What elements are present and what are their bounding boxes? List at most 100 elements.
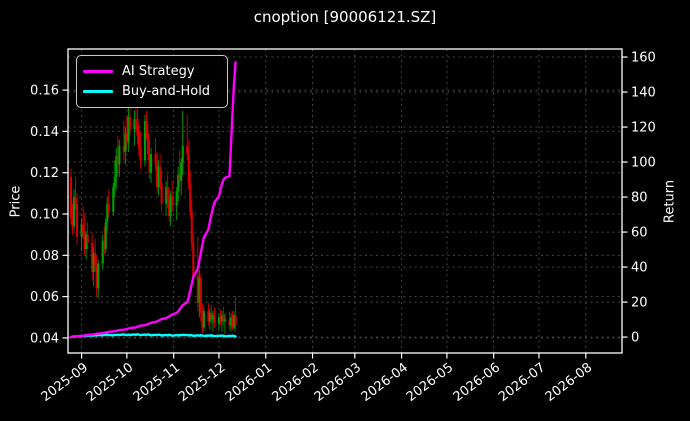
candle-body: [190, 211, 193, 243]
candle-body: [71, 218, 74, 227]
x-tick-label: 2026-08: [543, 360, 595, 405]
x-tick-label: 2025-11: [131, 360, 183, 405]
candle-body: [95, 265, 98, 289]
candle-body: [159, 166, 162, 184]
candle-body: [168, 199, 171, 217]
candle-body: [83, 232, 86, 250]
candle-body: [85, 234, 88, 250]
legend-label-buy-and-hold: Buy-and-Hold: [122, 84, 211, 100]
x-tick-label: 2026-05: [404, 360, 456, 405]
candle-body: [180, 162, 183, 181]
return-tick-label: 40: [631, 261, 648, 276]
candle-body: [143, 121, 147, 161]
candle-body: [137, 135, 140, 148]
candle-body: [217, 317, 221, 324]
y-axis-label-return: Return: [662, 179, 678, 224]
candle-body: [76, 203, 79, 237]
return-tick-label: 160: [631, 51, 656, 66]
price-tick-label: 0.10: [30, 208, 59, 223]
candle-body: [187, 154, 190, 184]
price-tick-label: 0.04: [30, 331, 59, 346]
price-tick-label: 0.14: [30, 125, 59, 140]
candle-body: [146, 133, 150, 155]
candle-body: [177, 174, 180, 192]
legend: AI Strategy Buy-and-Hold: [76, 55, 228, 108]
candle-body: [149, 154, 153, 173]
price-tick-label: 0.16: [30, 84, 59, 99]
candle-body: [156, 164, 159, 188]
candle-body: [178, 174, 181, 181]
x-tick-label: 2026-04: [359, 360, 411, 405]
legend-label-ai-strategy: AI Strategy: [122, 63, 195, 79]
candle-body: [134, 119, 137, 126]
buy-and-hold-swatch: [83, 90, 113, 94]
candle-body: [229, 317, 233, 326]
candle-body: [97, 263, 100, 289]
candle-body: [171, 195, 174, 206]
candle-body: [136, 125, 139, 136]
ai-strategy-line: [69, 61, 237, 339]
candle-body: [169, 195, 172, 217]
candle-body: [125, 133, 128, 142]
candle-body: [145, 121, 148, 134]
candle-body: [189, 183, 192, 212]
candle-body: [91, 242, 94, 272]
candle-body: [166, 187, 169, 200]
buy-and-hold-line: [69, 333, 237, 339]
candle-body: [154, 154, 157, 165]
x-tick-label: 2025-09: [39, 360, 91, 405]
candle-body: [192, 242, 195, 276]
return-tick-label: 0: [631, 331, 639, 346]
candle-body: [157, 166, 160, 188]
ai-strategy-swatch: [83, 69, 113, 73]
legend-item-buy-and-hold: Buy-and-Hold: [83, 84, 221, 99]
candle-body: [86, 234, 89, 243]
candle-body: [133, 119, 136, 130]
candle-body: [122, 145, 125, 153]
candle-body: [116, 156, 119, 165]
candle-body: [234, 315, 237, 326]
candle-body: [223, 319, 227, 322]
candle-body: [113, 176, 116, 188]
candle-body: [74, 197, 77, 204]
candle-body: [128, 116, 131, 130]
candle-body: [148, 154, 151, 173]
price-tick-label: 0.12: [30, 166, 59, 181]
candle-body: [127, 116, 130, 142]
candle-body: [202, 311, 205, 328]
chart-title: cnoption [90006121.SZ]: [253, 8, 437, 26]
x-tick-label: 2026-01: [223, 360, 275, 405]
candle-body: [104, 222, 107, 250]
candle-body: [175, 191, 178, 206]
price-tick-label: 0.06: [30, 290, 59, 305]
candle-body: [199, 278, 202, 314]
candle-body: [219, 317, 222, 322]
return-tick-label: 80: [631, 191, 648, 206]
candle-body: [139, 147, 142, 161]
candle-body: [222, 315, 225, 322]
x-tick-label: 2026-06: [451, 360, 503, 405]
x-tick-label: 2026-07: [496, 360, 548, 405]
candle-body: [211, 315, 214, 320]
candle-body: [80, 224, 83, 237]
candle-body: [94, 253, 97, 266]
candle-body: [201, 313, 204, 328]
candle-body: [208, 313, 211, 322]
x-tick-label: 2025-12: [176, 360, 228, 405]
candle-body: [231, 317, 234, 328]
candle-body: [124, 133, 127, 153]
candle-body: [82, 224, 85, 233]
candle-body: [69, 176, 73, 219]
candle-body: [198, 278, 201, 303]
return-tick-label: 20: [631, 296, 648, 311]
candle-body: [165, 187, 168, 204]
candle-body: [196, 275, 199, 303]
candle-body: [103, 240, 106, 250]
x-tick-label: 2026-03: [312, 360, 364, 405]
candle-body: [232, 315, 236, 328]
candle-body: [160, 183, 163, 204]
y-axis-label-price: Price: [8, 185, 24, 218]
x-tick-label: 2025-10: [84, 360, 136, 405]
